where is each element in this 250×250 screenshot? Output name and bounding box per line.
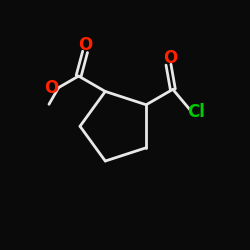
Text: O: O [78, 36, 92, 54]
Text: O: O [163, 49, 178, 67]
Text: O: O [44, 78, 59, 96]
Text: Cl: Cl [187, 103, 205, 121]
